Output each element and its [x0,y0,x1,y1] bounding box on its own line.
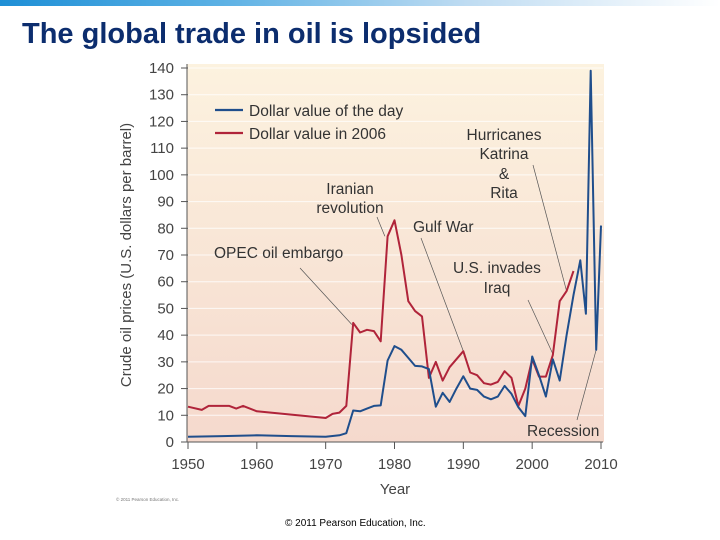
annotation-iranian: Iranian [326,181,373,198]
annotation-leader-line [299,267,353,325]
annotation-leader-line [527,299,554,354]
x-tick-label: 1970 [309,456,342,473]
annotation-gulf-war: Gulf War [413,219,474,236]
y-tick-label: 80 [157,220,174,237]
y-tick-label: 20 [157,381,174,398]
annotation-opec: OPEC oil embargo [214,245,343,262]
x-axis-label: Year [380,481,410,498]
y-tick-label: 90 [157,194,174,211]
annotation-hurricanes: Rita [490,185,518,202]
annotation-recession: Recession [527,423,599,440]
y-tick-label: 10 [157,407,174,424]
annotation-hurricanes: Katrina [479,146,528,163]
slide-title: The global trade in oil is lopsided [22,18,482,50]
annotation-leader-line [576,349,597,421]
annotation-iraq: Iraq [484,280,511,297]
legend-label-day: Dollar value of the day [249,103,403,120]
y-axis-label: Crude oil prices (U.S. dollars per barre… [118,123,135,387]
annotation-leader-line [420,237,464,352]
plot-background [187,64,604,442]
y-tick-label: 30 [157,354,174,371]
y-tick-label: 60 [157,274,174,291]
annotation-iraq: U.S. invades [453,260,541,277]
x-tick-label: 2010 [584,456,617,473]
annotation-iranian: revolution [316,200,383,217]
series-line-dollar-value-in-2006 [187,219,575,419]
y-tick-label: 120 [149,113,174,130]
x-tick-label: 1990 [447,456,480,473]
slide-footer: © 2011 Pearson Education, Inc. [285,518,426,529]
x-tick-label: 1960 [240,456,273,473]
annotation-hurricanes: & [499,166,510,183]
annotation-leader-line [376,216,386,237]
x-tick-label: 1980 [378,456,411,473]
annotation-leader-line [532,164,567,292]
y-tick-label: 50 [157,300,174,317]
y-tick-label: 140 [149,60,174,77]
y-tick-label: 100 [149,167,174,184]
series-line-dollar-value-of-the-day [187,69,602,438]
legend-label-2006: Dollar value in 2006 [249,126,386,143]
y-tick-label: 110 [150,140,174,157]
y-tick-label: 40 [157,327,174,344]
legend: Dollar value of the day Dollar value in … [215,103,403,143]
x-tick-label: 2000 [515,456,548,473]
annotation-hurricanes: Hurricanes [467,127,542,144]
figure-credit: © 2011 Pearson Education, Inc. [116,497,180,502]
top-accent-bar [0,0,720,6]
y-tick-label: 0 [166,434,174,451]
y-tick-label: 70 [157,247,174,264]
y-tick-label: 130 [149,87,174,104]
x-tick-label: 1950 [171,456,204,473]
